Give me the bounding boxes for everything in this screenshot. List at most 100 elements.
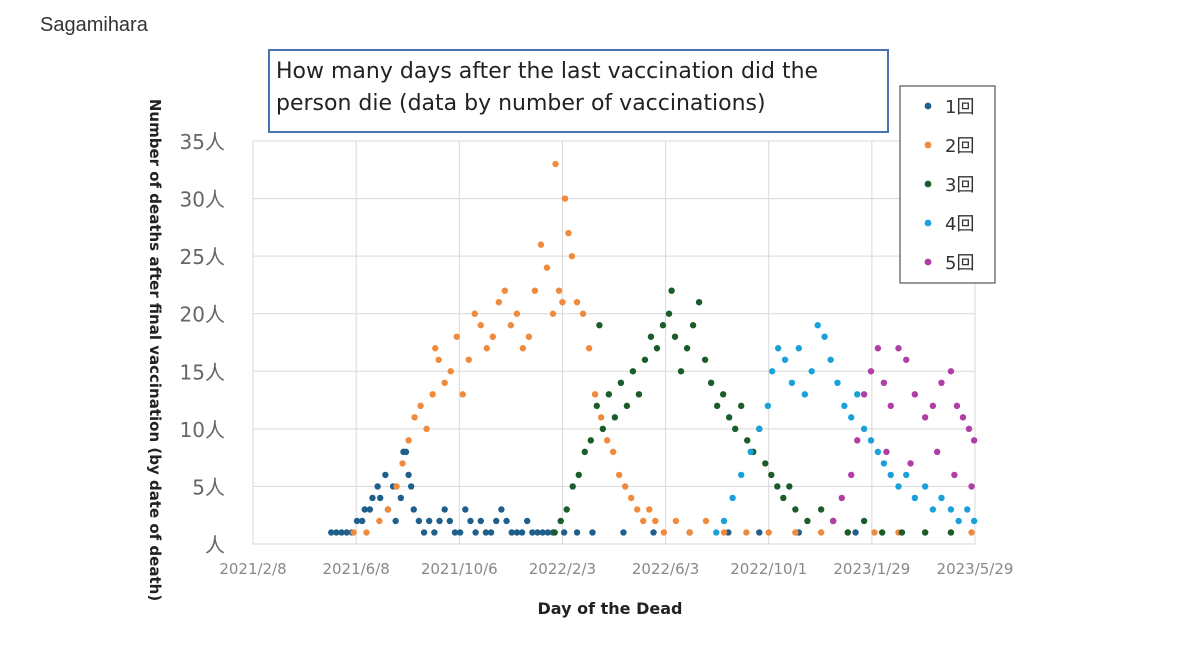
data-point: [867, 437, 875, 444]
data-point: [393, 483, 400, 490]
data-point: [689, 322, 697, 329]
data-point: [568, 252, 576, 260]
data-point: [358, 517, 366, 525]
data-point: [518, 529, 526, 536]
data-point: [970, 437, 978, 444]
data-point: [617, 379, 625, 386]
data-point: [513, 529, 521, 536]
data-point: [544, 529, 552, 536]
data-point: [903, 356, 910, 363]
data-point: [738, 402, 745, 410]
data-point: [720, 529, 728, 536]
y-tick-label: 10人: [180, 418, 225, 442]
data-point: [508, 529, 515, 536]
data-point: [495, 299, 503, 306]
data-point: [672, 517, 680, 525]
data-point: [447, 368, 454, 375]
data-point: [431, 529, 438, 536]
x-tick-label: 2021/2/8: [219, 560, 286, 578]
data-point: [814, 322, 821, 329]
data-point: [581, 448, 588, 456]
x-tick-label: 2023/1/29: [833, 560, 910, 578]
data-point: [573, 529, 581, 536]
data-point: [487, 529, 495, 536]
data-point: [947, 368, 955, 375]
y-tick-label: 30人: [180, 188, 225, 212]
legend-marker: [924, 219, 932, 227]
data-point: [743, 529, 750, 536]
data-point: [641, 356, 649, 363]
data-point: [848, 471, 855, 479]
data-point: [559, 299, 566, 306]
data-points: [328, 160, 978, 536]
data-point: [665, 310, 673, 317]
series-2: [350, 160, 975, 536]
data-point: [597, 414, 605, 421]
data-point: [596, 322, 603, 329]
data-point: [405, 471, 412, 479]
series-5: [829, 345, 978, 525]
data-point: [573, 299, 581, 306]
data-point: [539, 529, 546, 536]
data-point: [343, 529, 350, 536]
data-point: [634, 506, 641, 513]
data-point: [921, 483, 929, 490]
data-point: [808, 368, 815, 375]
data-point: [407, 483, 415, 490]
plot-area: [252, 140, 976, 545]
data-point: [465, 356, 472, 363]
data-point: [867, 368, 875, 375]
data-point: [653, 345, 661, 352]
data-point: [646, 506, 653, 513]
data-point: [911, 494, 919, 502]
data-point: [453, 333, 460, 340]
data-point: [537, 241, 545, 248]
data-point: [756, 425, 763, 433]
data-point: [834, 379, 841, 386]
data-point: [702, 517, 710, 525]
data-point: [719, 391, 727, 398]
chart-title-box: How many days after the last vaccination…: [268, 49, 889, 133]
data-point: [599, 425, 607, 433]
data-point: [405, 437, 412, 444]
data-point: [417, 402, 424, 410]
data-point: [399, 460, 406, 467]
data-point: [569, 483, 576, 490]
data-point: [964, 506, 971, 513]
data-point: [871, 529, 878, 536]
data-point: [844, 529, 851, 536]
data-point: [768, 368, 776, 375]
data-point: [938, 379, 945, 386]
data-point: [529, 529, 536, 536]
grid: [252, 140, 976, 545]
data-point: [507, 322, 515, 329]
legend-marker: [924, 102, 932, 110]
data-point: [552, 160, 559, 168]
data-point: [603, 437, 611, 444]
data-point: [720, 517, 728, 525]
data-point: [432, 345, 439, 352]
data-point: [829, 517, 837, 525]
data-point: [968, 483, 975, 490]
series-3: [551, 287, 955, 536]
data-point: [420, 529, 428, 536]
data-point: [780, 494, 787, 502]
data-point: [328, 529, 335, 536]
data-point: [762, 460, 769, 467]
data-point: [880, 460, 888, 467]
y-tick-label: 15人: [180, 360, 225, 384]
data-point: [817, 529, 825, 536]
y-tick-label: 35人: [180, 130, 225, 154]
x-axis-ticks: 2021/2/8 2021/6/8 2021/10/6 2022/2/3 2022/6/…: [219, 560, 1013, 578]
data-point: [929, 506, 937, 513]
data-point: [629, 368, 637, 375]
data-point: [589, 529, 596, 536]
data-point: [838, 494, 845, 502]
data-point: [903, 471, 910, 479]
data-point: [921, 414, 929, 421]
data-point: [911, 391, 919, 398]
x-tick-label: 2022/2/3: [529, 560, 596, 578]
data-point: [615, 471, 623, 479]
data-point: [411, 414, 418, 421]
